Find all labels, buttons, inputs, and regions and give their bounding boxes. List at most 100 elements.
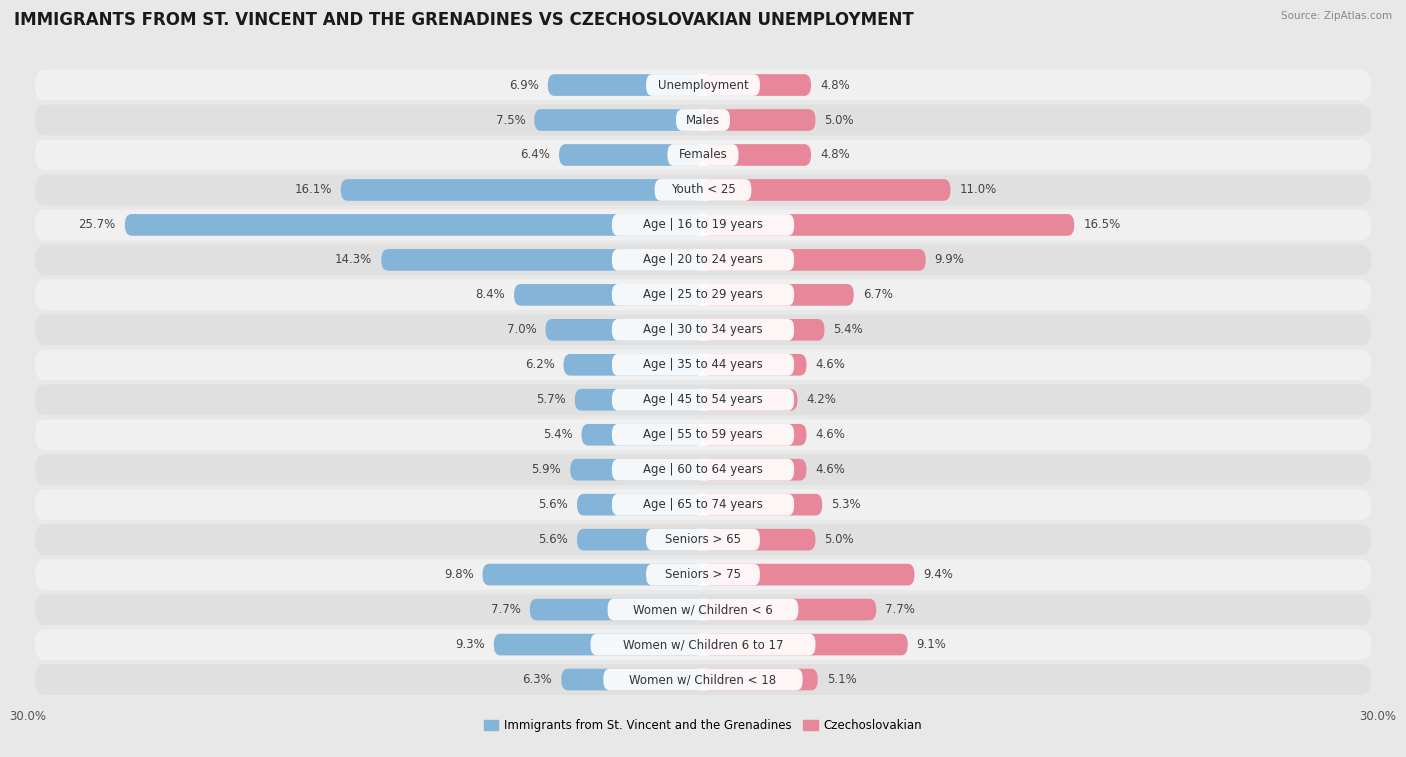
FancyBboxPatch shape	[612, 249, 794, 271]
Text: Seniors > 65: Seniors > 65	[665, 533, 741, 546]
FancyBboxPatch shape	[647, 564, 759, 585]
FancyBboxPatch shape	[546, 319, 703, 341]
Text: 9.3%: 9.3%	[456, 638, 485, 651]
FancyBboxPatch shape	[35, 245, 1371, 276]
FancyBboxPatch shape	[35, 629, 1371, 660]
FancyBboxPatch shape	[575, 389, 703, 410]
Text: 6.2%: 6.2%	[524, 358, 554, 371]
Text: 6.7%: 6.7%	[863, 288, 893, 301]
FancyBboxPatch shape	[703, 179, 950, 201]
Text: 5.0%: 5.0%	[824, 114, 853, 126]
Text: Women w/ Children 6 to 17: Women w/ Children 6 to 17	[623, 638, 783, 651]
FancyBboxPatch shape	[35, 419, 1371, 450]
Text: 5.4%: 5.4%	[543, 428, 572, 441]
FancyBboxPatch shape	[612, 494, 794, 516]
FancyBboxPatch shape	[35, 489, 1371, 520]
Text: 5.6%: 5.6%	[538, 498, 568, 511]
Text: 5.1%: 5.1%	[827, 673, 856, 686]
Text: Age | 45 to 54 years: Age | 45 to 54 years	[643, 394, 763, 407]
FancyBboxPatch shape	[655, 179, 751, 201]
FancyBboxPatch shape	[125, 214, 703, 235]
Text: Age | 20 to 24 years: Age | 20 to 24 years	[643, 254, 763, 266]
Text: Women w/ Children < 18: Women w/ Children < 18	[630, 673, 776, 686]
Text: Unemployment: Unemployment	[658, 79, 748, 92]
Text: 14.3%: 14.3%	[335, 254, 373, 266]
Text: 5.9%: 5.9%	[531, 463, 561, 476]
FancyBboxPatch shape	[703, 668, 818, 690]
FancyBboxPatch shape	[612, 284, 794, 306]
FancyBboxPatch shape	[607, 599, 799, 621]
FancyBboxPatch shape	[560, 144, 703, 166]
Text: 6.3%: 6.3%	[523, 673, 553, 686]
Text: Age | 65 to 74 years: Age | 65 to 74 years	[643, 498, 763, 511]
Text: Age | 55 to 59 years: Age | 55 to 59 years	[643, 428, 763, 441]
FancyBboxPatch shape	[561, 668, 703, 690]
FancyBboxPatch shape	[612, 354, 794, 375]
FancyBboxPatch shape	[340, 179, 703, 201]
FancyBboxPatch shape	[612, 424, 794, 446]
Text: 6.4%: 6.4%	[520, 148, 550, 161]
FancyBboxPatch shape	[530, 599, 703, 621]
FancyBboxPatch shape	[564, 354, 703, 375]
FancyBboxPatch shape	[703, 249, 925, 271]
FancyBboxPatch shape	[548, 74, 703, 96]
FancyBboxPatch shape	[703, 424, 807, 446]
Text: Age | 60 to 64 years: Age | 60 to 64 years	[643, 463, 763, 476]
Text: 7.5%: 7.5%	[495, 114, 526, 126]
FancyBboxPatch shape	[571, 459, 703, 481]
FancyBboxPatch shape	[35, 175, 1371, 205]
Text: 11.0%: 11.0%	[959, 183, 997, 197]
Text: 7.7%: 7.7%	[886, 603, 915, 616]
FancyBboxPatch shape	[703, 74, 811, 96]
FancyBboxPatch shape	[603, 668, 803, 690]
Text: Source: ZipAtlas.com: Source: ZipAtlas.com	[1281, 11, 1392, 21]
FancyBboxPatch shape	[35, 104, 1371, 136]
Text: 9.1%: 9.1%	[917, 638, 946, 651]
FancyBboxPatch shape	[703, 109, 815, 131]
FancyBboxPatch shape	[647, 74, 759, 96]
Text: 4.8%: 4.8%	[820, 79, 849, 92]
FancyBboxPatch shape	[35, 314, 1371, 345]
FancyBboxPatch shape	[612, 459, 794, 481]
Text: 9.8%: 9.8%	[444, 568, 474, 581]
FancyBboxPatch shape	[703, 634, 908, 656]
FancyBboxPatch shape	[703, 284, 853, 306]
Text: Females: Females	[679, 148, 727, 161]
Text: 4.8%: 4.8%	[820, 148, 849, 161]
FancyBboxPatch shape	[676, 109, 730, 131]
FancyBboxPatch shape	[703, 389, 797, 410]
Text: 5.0%: 5.0%	[824, 533, 853, 546]
Text: Males: Males	[686, 114, 720, 126]
FancyBboxPatch shape	[576, 529, 703, 550]
FancyBboxPatch shape	[703, 599, 876, 621]
Text: Seniors > 75: Seniors > 75	[665, 568, 741, 581]
FancyBboxPatch shape	[703, 319, 824, 341]
Legend: Immigrants from St. Vincent and the Grenadines, Czechoslovakian: Immigrants from St. Vincent and the Gren…	[479, 715, 927, 737]
FancyBboxPatch shape	[703, 529, 815, 550]
FancyBboxPatch shape	[612, 319, 794, 341]
Text: 25.7%: 25.7%	[79, 219, 115, 232]
FancyBboxPatch shape	[35, 139, 1371, 170]
Text: 5.4%: 5.4%	[834, 323, 863, 336]
Text: 5.6%: 5.6%	[538, 533, 568, 546]
FancyBboxPatch shape	[703, 494, 823, 516]
Text: 16.1%: 16.1%	[294, 183, 332, 197]
Text: 4.2%: 4.2%	[807, 394, 837, 407]
FancyBboxPatch shape	[703, 214, 1074, 235]
FancyBboxPatch shape	[647, 529, 759, 550]
FancyBboxPatch shape	[35, 210, 1371, 240]
FancyBboxPatch shape	[591, 634, 815, 656]
Text: Age | 30 to 34 years: Age | 30 to 34 years	[643, 323, 763, 336]
FancyBboxPatch shape	[703, 564, 914, 585]
FancyBboxPatch shape	[582, 424, 703, 446]
FancyBboxPatch shape	[612, 214, 794, 235]
Text: IMMIGRANTS FROM ST. VINCENT AND THE GRENADINES VS CZECHOSLOVAKIAN UNEMPLOYMENT: IMMIGRANTS FROM ST. VINCENT AND THE GREN…	[14, 11, 914, 30]
FancyBboxPatch shape	[668, 144, 738, 166]
FancyBboxPatch shape	[35, 559, 1371, 590]
FancyBboxPatch shape	[703, 459, 807, 481]
Text: 7.7%: 7.7%	[491, 603, 520, 616]
Text: 8.4%: 8.4%	[475, 288, 505, 301]
FancyBboxPatch shape	[35, 350, 1371, 380]
FancyBboxPatch shape	[703, 354, 807, 375]
FancyBboxPatch shape	[35, 279, 1371, 310]
